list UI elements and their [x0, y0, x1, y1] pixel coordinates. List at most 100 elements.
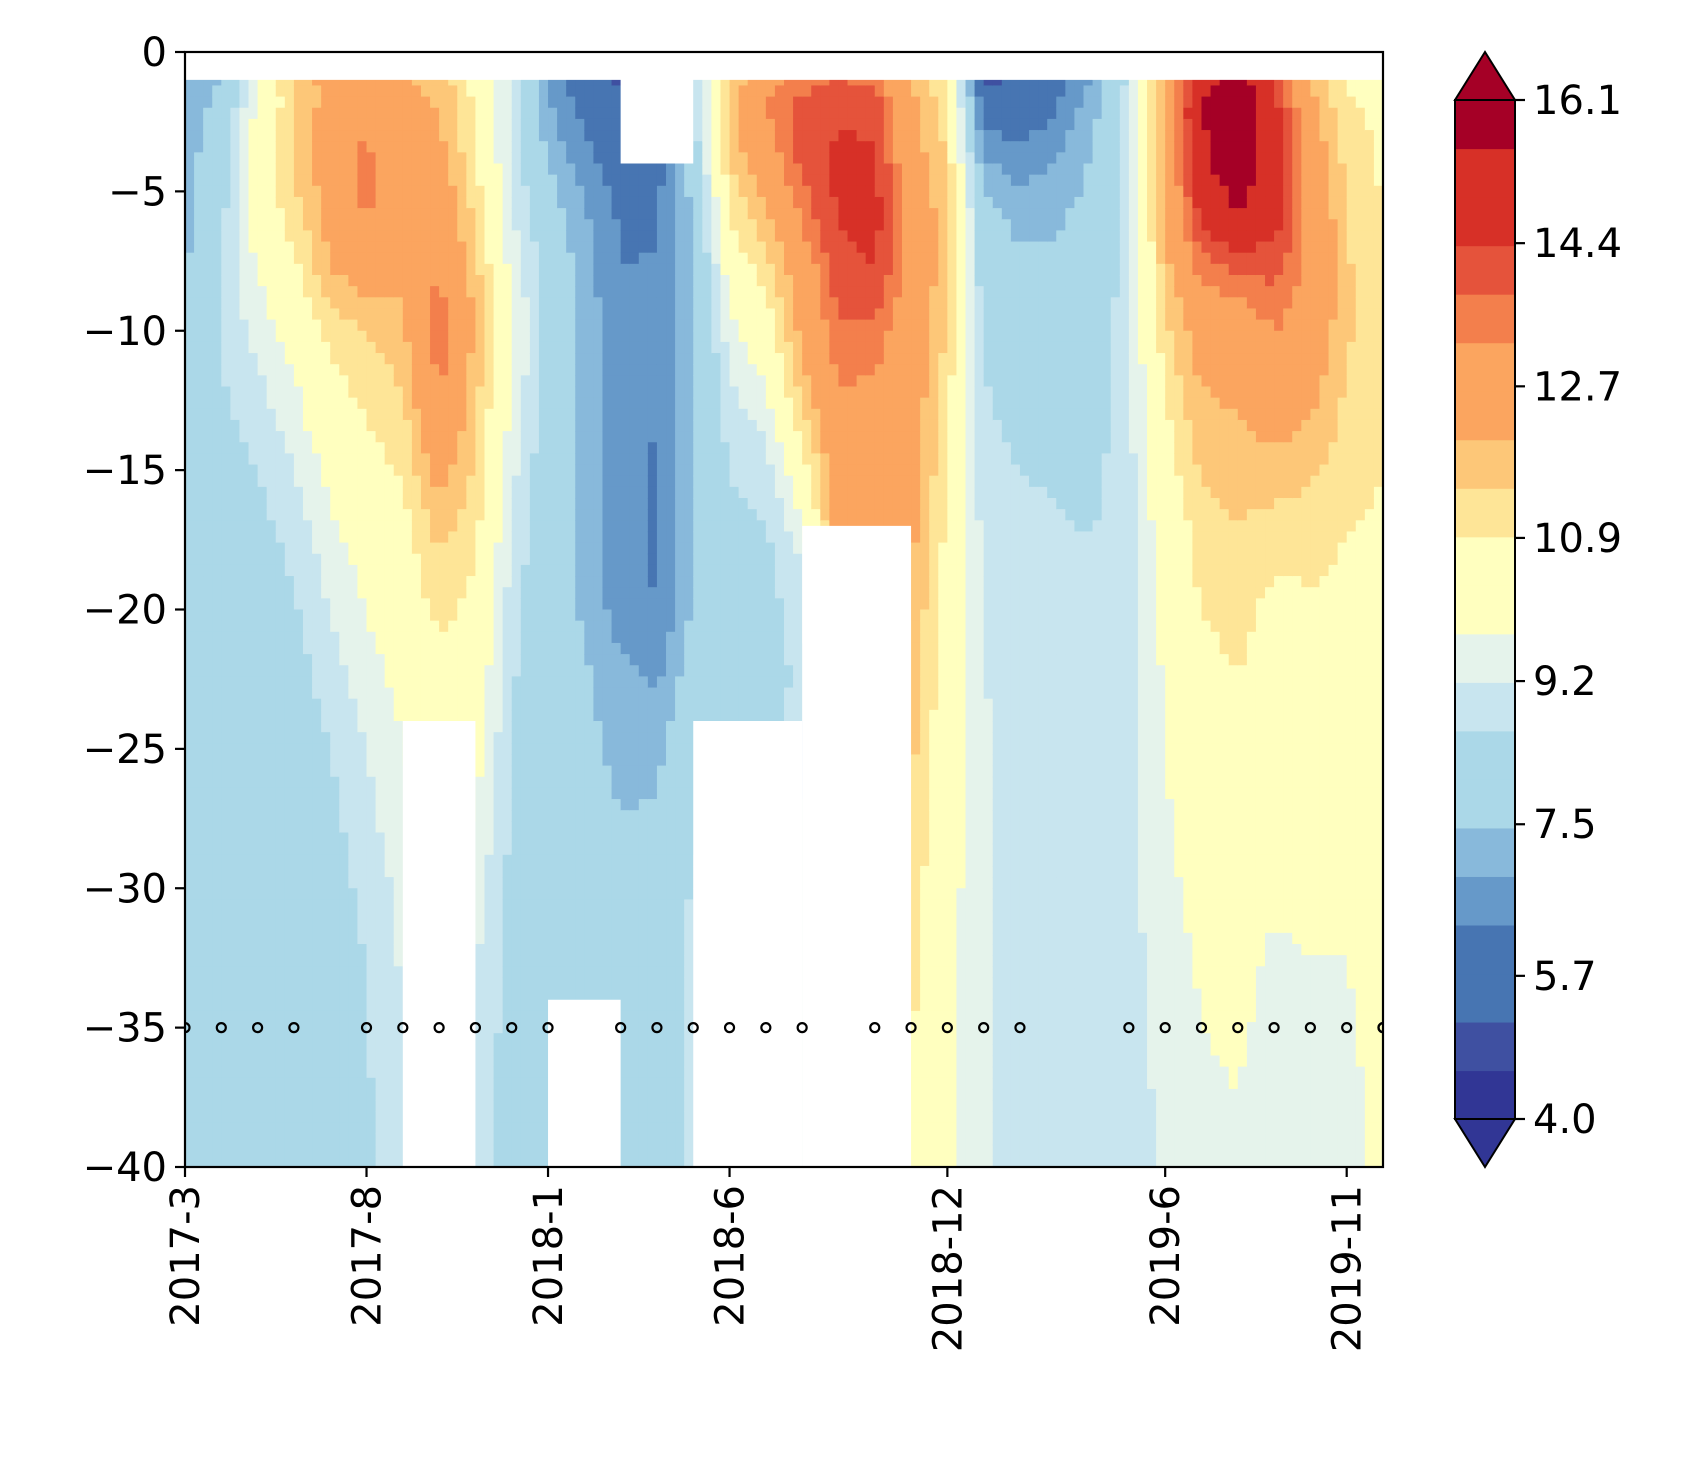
contour-cell — [384, 1010, 395, 1023]
contour-cell — [366, 1033, 377, 1045]
contour-cell — [185, 1010, 195, 1023]
contour-cell — [375, 821, 386, 834]
contour-cell — [221, 732, 231, 744]
contour-cell — [257, 364, 268, 376]
contour-cell — [203, 865, 213, 878]
contour-cell — [584, 174, 595, 187]
contour-cell — [312, 576, 322, 588]
contour-cell — [375, 787, 386, 800]
contour-cell — [411, 620, 422, 633]
contour-cell — [284, 107, 295, 120]
contour-cell — [302, 408, 313, 421]
contour-cell — [548, 230, 558, 243]
contour-cell — [375, 1111, 386, 1123]
contour-cell — [484, 598, 495, 611]
contour-cell — [212, 754, 222, 767]
contour-cell — [212, 687, 222, 700]
contour-cell — [493, 732, 504, 744]
contour-cell — [293, 163, 304, 176]
contour-cell — [185, 642, 195, 655]
contour-cell — [194, 899, 204, 912]
contour-cell — [384, 1100, 395, 1112]
contour-cell — [384, 230, 395, 243]
contour-cell — [302, 397, 313, 410]
contour-cell — [194, 642, 204, 655]
contour-cell — [548, 709, 558, 722]
contour-cell — [511, 1111, 522, 1123]
contour-cell — [393, 821, 404, 834]
contour-cell — [520, 564, 531, 577]
contour-cell — [257, 453, 268, 466]
contour-cell — [548, 185, 558, 198]
contour-cell — [520, 865, 531, 878]
contour-cell — [275, 1044, 286, 1057]
contour-cell — [366, 96, 377, 109]
contour-cell — [203, 944, 213, 956]
contour-cell — [557, 631, 567, 644]
contour-cell — [275, 721, 286, 733]
contour-cell — [230, 252, 241, 265]
contour-cell — [629, 185, 640, 198]
contour-cell — [339, 654, 349, 666]
contour-cell — [538, 988, 549, 1001]
contour-cell — [393, 185, 404, 198]
contour-cell — [366, 308, 377, 321]
contour-cell — [420, 330, 431, 343]
contour-cell — [602, 832, 613, 845]
contour-cell — [212, 74, 222, 87]
contour-cell — [330, 832, 340, 845]
contour-cell — [411, 509, 422, 521]
contour-cell — [502, 196, 513, 209]
contour-cell — [375, 631, 386, 644]
contour-cell — [502, 888, 513, 900]
contour-cell — [339, 932, 349, 945]
contour-cell — [257, 721, 268, 733]
contour-cell — [529, 687, 540, 700]
contour-cell — [384, 1077, 395, 1090]
contour-cell — [611, 531, 622, 544]
contour-cell — [493, 553, 504, 566]
contour-cell — [293, 498, 304, 510]
contour-cell — [484, 330, 495, 343]
contour-cell — [557, 921, 567, 934]
contour-cell — [629, 1088, 640, 1101]
contour-cell — [548, 787, 558, 800]
contour-cell — [557, 576, 567, 588]
contour-cell — [293, 1122, 304, 1135]
contour-cell — [357, 988, 368, 1001]
contour-cell — [266, 1144, 277, 1157]
contour-cell — [185, 96, 195, 109]
contour-cell — [321, 152, 331, 165]
contour-cell — [321, 843, 331, 856]
contour-cell — [584, 375, 595, 388]
contour-cell — [484, 631, 495, 644]
contour-cell — [602, 330, 613, 343]
contour-cell — [420, 620, 431, 633]
contour-cell — [266, 899, 277, 912]
contour-cell — [230, 330, 241, 343]
contour-cell — [257, 865, 268, 878]
contour-cell — [230, 1077, 241, 1090]
contour-cell — [357, 944, 368, 956]
contour-cell — [221, 888, 231, 900]
contour-cell — [230, 932, 241, 945]
contour-cell — [266, 386, 277, 399]
contour-cell — [330, 687, 340, 700]
contour-cell — [212, 1122, 222, 1135]
contour-cell — [457, 509, 467, 521]
contour-cell — [366, 587, 377, 599]
contour-cell — [321, 475, 331, 488]
contour-cell — [212, 375, 222, 388]
contour-cell — [502, 498, 513, 510]
contour-cell — [302, 286, 313, 298]
contour-cell — [185, 1066, 195, 1079]
contour-cell — [330, 464, 340, 477]
contour-cell — [203, 308, 213, 321]
contour-cell — [493, 375, 504, 388]
contour-cell — [484, 787, 495, 800]
contour-cell — [593, 130, 604, 142]
contour-cell — [420, 553, 431, 566]
contour-cell — [520, 676, 531, 689]
contour-cell — [502, 631, 513, 644]
contour-cell — [203, 286, 213, 298]
